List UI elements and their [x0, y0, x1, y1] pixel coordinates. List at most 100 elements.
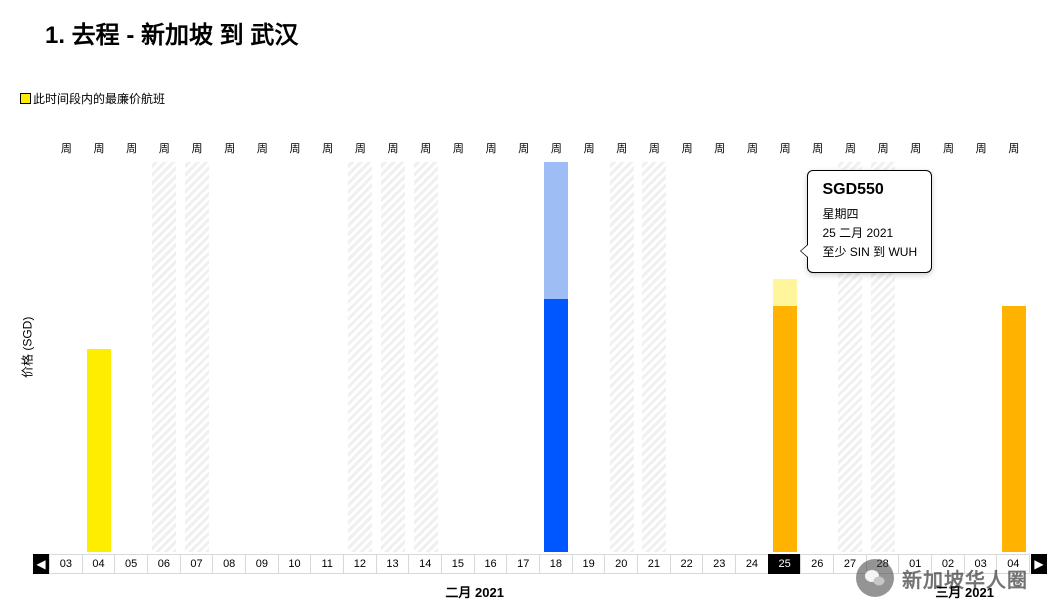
weekday-label: 周 [83, 140, 116, 158]
bar-column[interactable] [50, 162, 83, 552]
date-cell[interactable]: 07 [180, 554, 214, 574]
unavailable-bar [381, 162, 405, 552]
bar-column[interactable] [736, 162, 769, 552]
date-cell[interactable]: 14 [408, 554, 442, 574]
date-cell[interactable]: 16 [474, 554, 508, 574]
bar-column[interactable] [246, 162, 279, 552]
bar-column[interactable] [475, 162, 508, 552]
watermark-text: 新加坡华人圈 [902, 564, 1028, 593]
date-cell[interactable]: 21 [637, 554, 671, 574]
bar-column[interactable] [540, 162, 573, 552]
y-axis-label: 价格 (SGD) [19, 364, 36, 378]
unavailable-bar [610, 162, 634, 552]
price-bar [87, 349, 111, 552]
tooltip-date: 25 二月 2021 [822, 224, 917, 241]
weekday-label: 周 [115, 140, 148, 158]
bar-column[interactable] [769, 162, 802, 552]
bar-column[interactable] [507, 162, 540, 552]
date-cell[interactable]: 12 [343, 554, 377, 574]
watermark: 新加坡华人圈 [856, 559, 1028, 597]
date-cell[interactable]: 24 [735, 554, 769, 574]
weekday-label: 周 [638, 140, 671, 158]
weekday-label: 周 [769, 140, 802, 158]
legend-swatch [20, 93, 31, 104]
bar-column[interactable] [115, 162, 148, 552]
weekday-label: 周 [377, 140, 410, 158]
bar-column[interactable] [442, 162, 475, 552]
unavailable-bar [185, 162, 209, 552]
date-cell[interactable]: 09 [245, 554, 279, 574]
weekday-label: 周 [311, 140, 344, 158]
weekday-label: 周 [605, 140, 638, 158]
tooltip-route: 至少 SIN 到 WUH [822, 243, 917, 260]
weekday-label: 周 [409, 140, 442, 158]
legend-label: 此时间段内的最廉价航班 [33, 90, 165, 107]
date-cell[interactable]: 10 [278, 554, 312, 574]
date-cell[interactable]: 03 [49, 554, 83, 574]
weekday-label: 周 [965, 140, 998, 158]
unavailable-bar [414, 162, 438, 552]
prev-dates-button[interactable]: ◀ [33, 554, 49, 574]
date-cell[interactable]: 05 [114, 554, 148, 574]
unavailable-bar [642, 162, 666, 552]
weekday-label: 周 [279, 140, 312, 158]
weekday-label: 周 [475, 140, 508, 158]
weekday-label: 周 [540, 140, 573, 158]
weekday-label: 周 [801, 140, 834, 158]
weekday-label: 周 [148, 140, 181, 158]
bar-column[interactable] [311, 162, 344, 552]
price-bar [544, 299, 568, 553]
bar-column[interactable] [409, 162, 442, 552]
date-cell[interactable]: 19 [572, 554, 606, 574]
weekday-label: 周 [703, 140, 736, 158]
date-cell[interactable]: 17 [506, 554, 540, 574]
date-cell[interactable]: 06 [147, 554, 181, 574]
date-cell[interactable]: 11 [310, 554, 344, 574]
bar-column[interactable] [279, 162, 312, 552]
date-cell[interactable]: 22 [670, 554, 704, 574]
bar-column[interactable] [377, 162, 410, 552]
bar-column[interactable] [573, 162, 606, 552]
weekday-label: 周 [573, 140, 606, 158]
price-chart: 价格 (SGD) ◀ ▶ 周周周周周周周周周周周周周周周周周周周周周周周周周周周… [20, 140, 1048, 602]
weekday-label: 周 [671, 140, 704, 158]
price-bar-top [773, 279, 797, 306]
price-bar [1002, 306, 1026, 552]
unavailable-bar [152, 162, 176, 552]
bar-column[interactable] [671, 162, 704, 552]
date-cell[interactable]: 15 [441, 554, 475, 574]
bar-column[interactable] [148, 162, 181, 552]
date-cell[interactable]: 26 [800, 554, 834, 574]
date-cell[interactable]: 04 [82, 554, 116, 574]
bar-column[interactable] [932, 162, 965, 552]
date-cell[interactable]: 18 [539, 554, 573, 574]
bar-column[interactable] [344, 162, 377, 552]
weekday-label: 周 [736, 140, 769, 158]
bar-column[interactable] [605, 162, 638, 552]
bar-column[interactable] [181, 162, 214, 552]
next-dates-button[interactable]: ▶ [1031, 554, 1047, 574]
bar-column[interactable] [997, 162, 1030, 552]
unavailable-bar [348, 162, 372, 552]
weekday-label: 周 [932, 140, 965, 158]
date-cell[interactable]: 25 [768, 554, 802, 574]
date-cell[interactable]: 08 [212, 554, 246, 574]
bar-column[interactable] [638, 162, 671, 552]
month-label: 二月 2021 [50, 578, 899, 602]
bar-column[interactable] [213, 162, 246, 552]
date-cell[interactable]: 20 [604, 554, 638, 574]
price-bar-top [544, 162, 568, 299]
bar-column[interactable] [83, 162, 116, 552]
date-cell[interactable]: 13 [376, 554, 410, 574]
page-title: 1. 去程 - 新加坡 到 武汉 [0, 0, 1058, 50]
weekday-label: 周 [899, 140, 932, 158]
bar-column[interactable] [703, 162, 736, 552]
tooltip-weekday: 星期四 [822, 205, 917, 222]
price-tooltip: SGD550星期四25 二月 2021至少 SIN 到 WUH [807, 170, 932, 273]
plot-area: 周周周周周周周周周周周周周周周周周周周周周周周周周周周周周周 030405060… [50, 140, 1030, 574]
date-cell[interactable]: 23 [702, 554, 736, 574]
weekday-label: 周 [507, 140, 540, 158]
weekday-label: 周 [997, 140, 1030, 158]
weekday-label: 周 [867, 140, 900, 158]
bar-column[interactable] [965, 162, 998, 552]
